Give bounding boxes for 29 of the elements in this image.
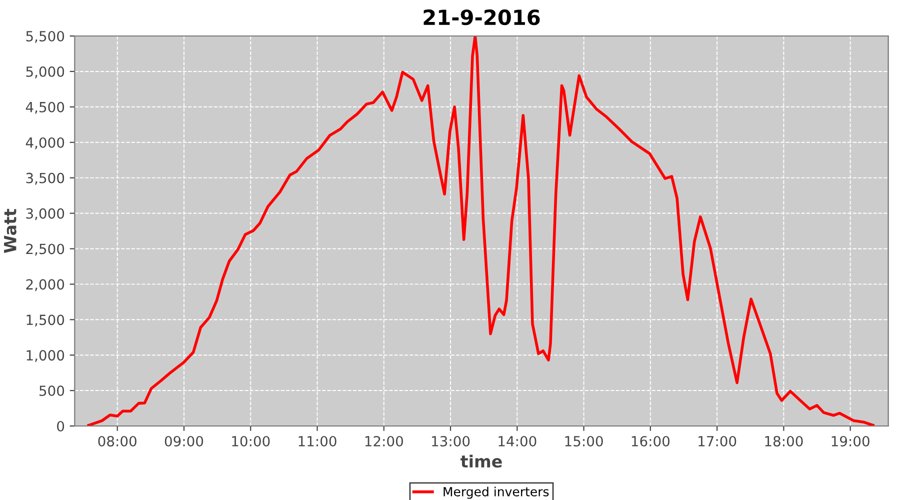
- y-tick-label: 0: [57, 420, 64, 432]
- x-tick-label: 08:00: [98, 436, 136, 446]
- x-tick-label: 12:00: [365, 436, 403, 446]
- line-series: [87, 36, 874, 426]
- chart-title: 21-9-2016: [424, 9, 540, 26]
- x-tick-label: 13:00: [432, 436, 470, 446]
- y-tick-label: 5,500: [26, 30, 64, 43]
- y-tick-label: 4,000: [26, 137, 64, 150]
- y-tick-label: 4,500: [26, 102, 64, 114]
- x-tick-label: 10:00: [232, 436, 270, 446]
- y-tick-label: 3,000: [26, 208, 64, 220]
- x-tick-label: 17:00: [698, 436, 736, 446]
- x-axis-title: time: [460, 454, 502, 468]
- x-tick-label: 11:00: [298, 436, 336, 446]
- y-axis-title: Watt: [4, 208, 16, 253]
- y-tick-label: 3,500: [26, 172, 64, 185]
- y-tick-label: 2,000: [26, 279, 64, 292]
- y-tick-label: 5,000: [26, 66, 64, 78]
- x-tick-label: 19:00: [832, 436, 870, 446]
- y-tick-label: 2,500: [26, 244, 64, 256]
- x-tick-label: 16:00: [632, 436, 670, 446]
- x-tick-label: 18:00: [765, 436, 803, 446]
- y-tick-label: 1,500: [26, 314, 64, 327]
- x-tick-label: 14:00: [498, 436, 536, 446]
- y-tick-label: 1,000: [26, 350, 64, 362]
- y-tick-label: 500: [40, 386, 64, 396]
- x-tick-label: 15:00: [565, 436, 603, 446]
- legend-label: Merged inverters: [444, 486, 549, 499]
- x-tick-label: 09:00: [164, 436, 204, 446]
